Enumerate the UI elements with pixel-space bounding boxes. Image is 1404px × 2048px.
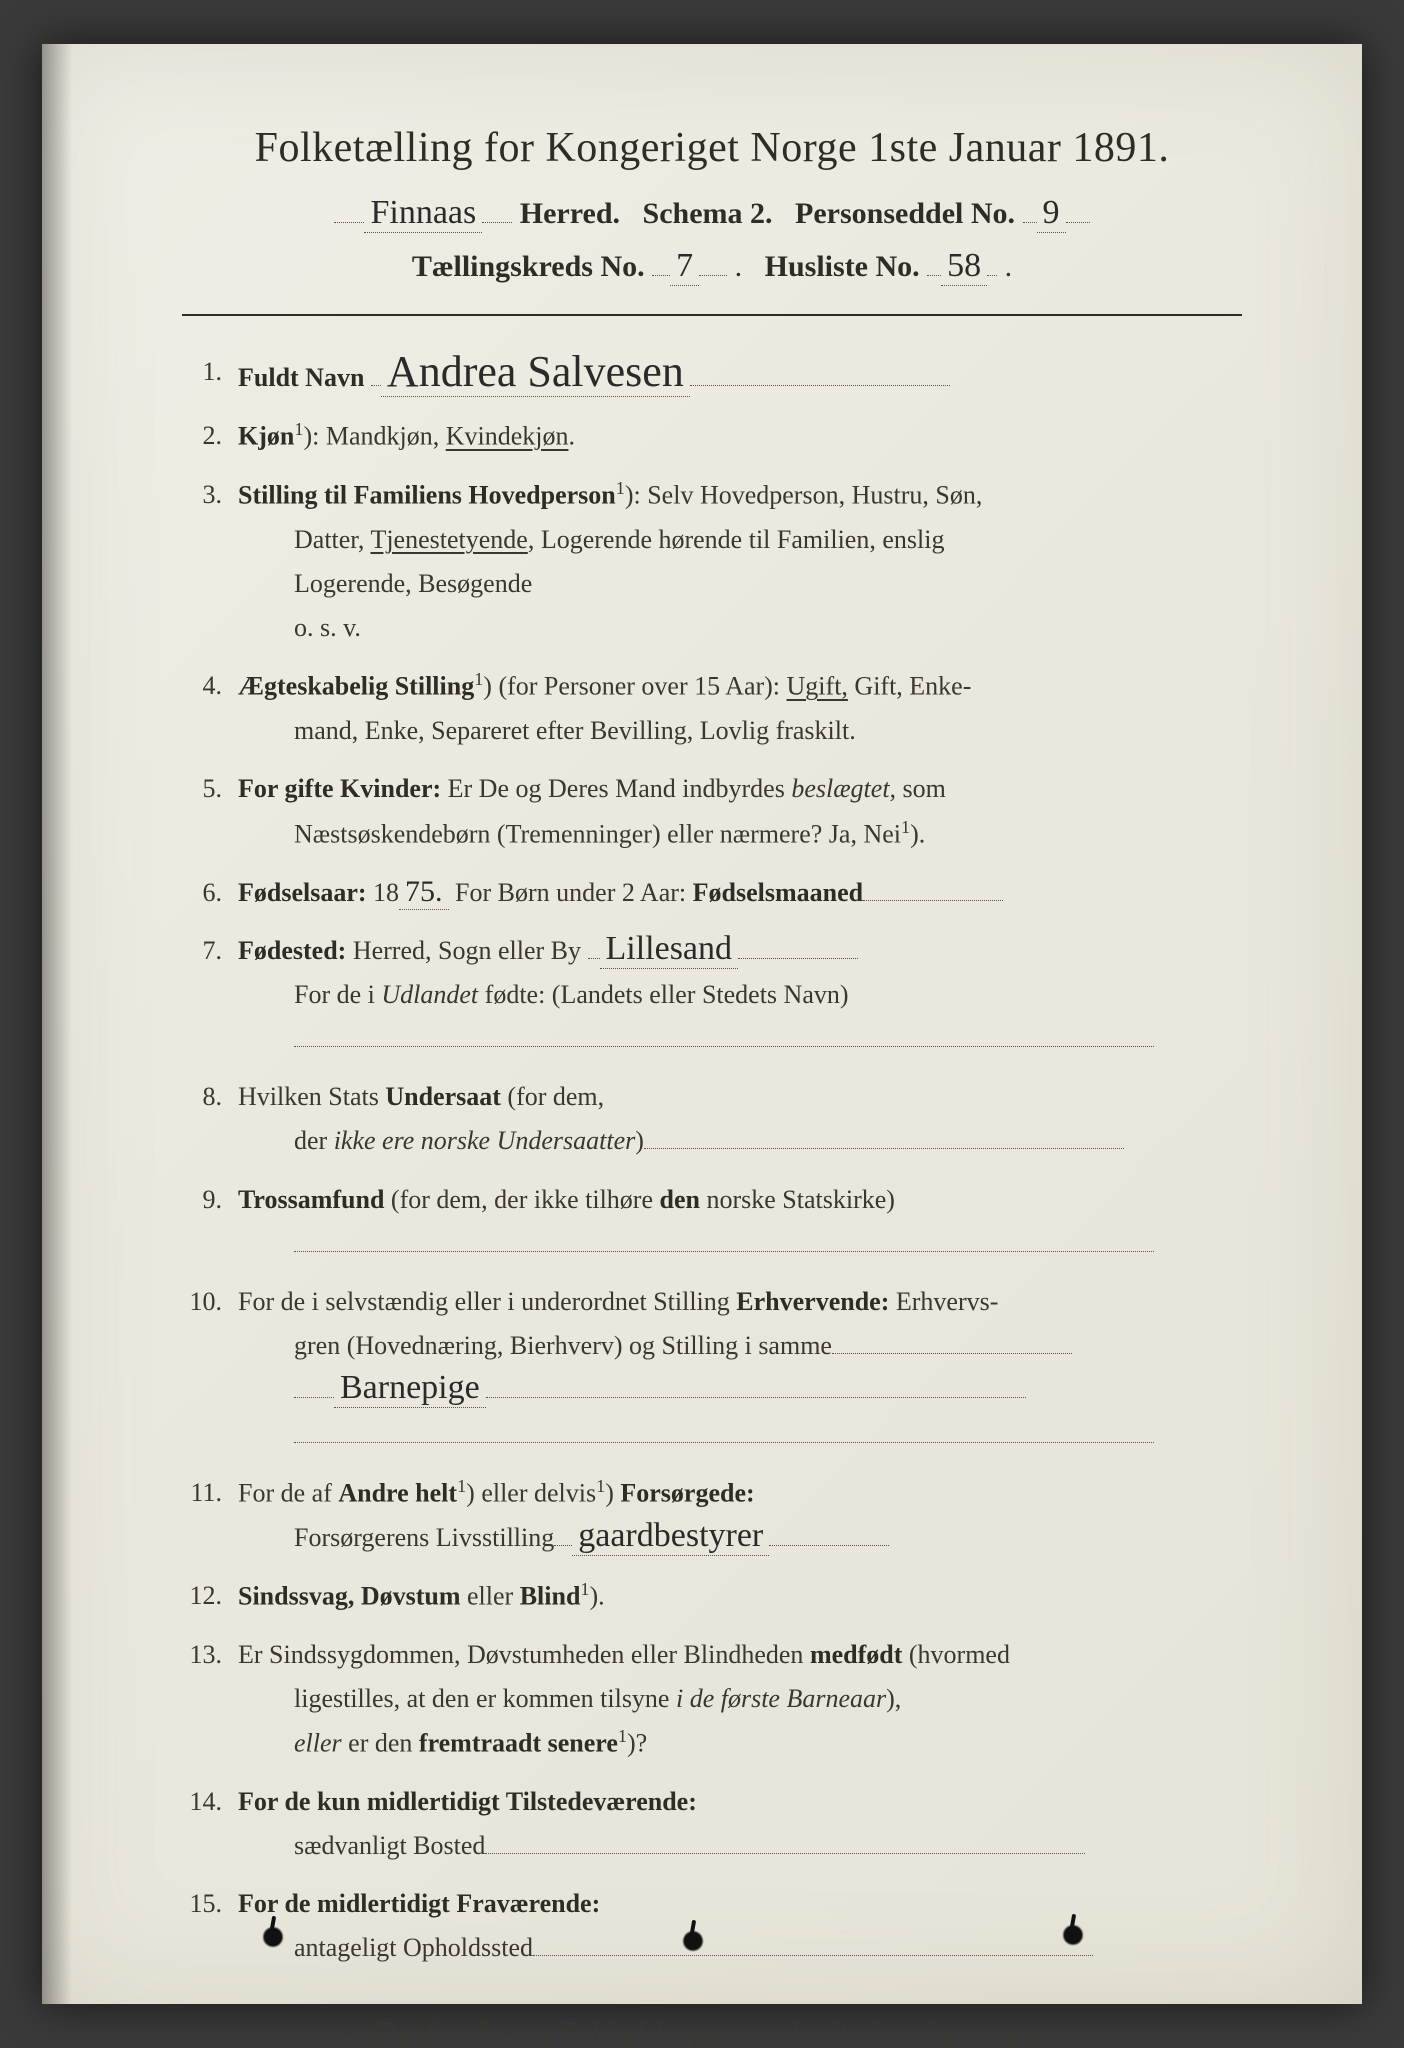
ink-blot xyxy=(682,1930,704,1952)
subtitle-line-1: Finnaas Herred. Schema 2. Personseddel N… xyxy=(182,190,1242,233)
taellingskreds-label: Tællingskreds No. xyxy=(412,250,645,283)
item-5: 5. For gifte Kvinder: Er De og Deres Man… xyxy=(182,767,1242,856)
husliste-label: Husliste No. xyxy=(765,250,920,283)
herred-handwritten: Finnaas xyxy=(364,196,482,233)
item-11: 11. For de af Andre helt1) eller delvis1… xyxy=(182,1471,1242,1560)
footnote: ¹) De for hvert Tilfælde passende Ord un… xyxy=(182,2017,1242,2047)
tjenestetyende-underlined: Tjenestetyende xyxy=(370,525,527,554)
kvindekjon-underlined: Kvindekjøn xyxy=(446,422,569,451)
item-8: 8. Hvilken Stats Undersaat (for dem, der… xyxy=(182,1075,1242,1163)
item-10: 10. For de i selvstændig eller i underor… xyxy=(182,1280,1242,1457)
item-1: 1. Fuldt Navn Andrea Salvesen xyxy=(182,350,1242,400)
subtitle-line-2: Tællingskreds No. 7 . Husliste No. 58 . xyxy=(182,243,1242,286)
ink-blot xyxy=(262,1926,284,1948)
item-15: 15. For de midlertidigt Fraværende: anta… xyxy=(182,1882,1242,1970)
occupation-handwritten: Barnepige xyxy=(334,1371,486,1408)
form-items: 1. Fuldt Navn Andrea Salvesen 2. Kjøn1):… xyxy=(182,350,1242,1971)
husliste-no: 58 xyxy=(941,249,987,286)
personseddel-no: 9 xyxy=(1037,196,1066,233)
fullname-handwritten: Andrea Salvesen xyxy=(381,350,690,397)
item-7: 7. Fødested: Herred, Sogn eller By Lille… xyxy=(182,929,1242,1062)
item-4: 4. Ægteskabelig Stilling1) (for Personer… xyxy=(182,664,1242,753)
ink-blot xyxy=(1062,1924,1084,1946)
schema-label: Schema 2. xyxy=(643,197,773,230)
divider-rule xyxy=(182,314,1242,316)
item-3: 3. Stilling til Familiens Hovedperson1):… xyxy=(182,473,1242,650)
taellingskreds-no: 7 xyxy=(670,249,699,286)
item-2: 2. Kjøn1): Mandkjøn, Kvindekjøn. xyxy=(182,414,1242,459)
item-14: 14. For de kun midlertidigt Tilstedevære… xyxy=(182,1780,1242,1868)
herred-label: Herred. xyxy=(520,197,620,230)
personseddel-label: Personseddel No. xyxy=(795,197,1015,230)
ugift-underlined: Ugift, xyxy=(787,672,848,701)
provider-handwritten: gaardbestyrer xyxy=(572,1519,769,1556)
birthyear-handwritten: 75. xyxy=(399,877,449,910)
page-title: Folketælling for Kongeriget Norge 1ste J… xyxy=(182,124,1242,172)
census-form-page: Folketælling for Kongeriget Norge 1ste J… xyxy=(42,44,1362,2004)
item-13: 13. Er Sindssygdommen, Døvstumheden elle… xyxy=(182,1633,1242,1766)
item-6: 6. Fødselsaar: 1875. For Børn under 2 Aa… xyxy=(182,871,1242,915)
birthplace-handwritten: Lillesand xyxy=(600,932,739,969)
item-12: 12. Sindssvag, Døvstum eller Blind1). xyxy=(182,1574,1242,1619)
item-9: 9. Trossamfund (for dem, der ikke tilhør… xyxy=(182,1178,1242,1266)
